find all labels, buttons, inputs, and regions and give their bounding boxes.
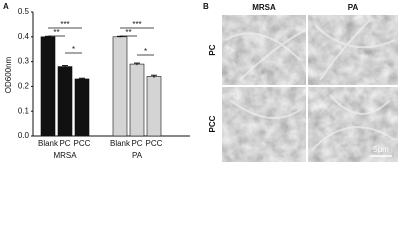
bar bbox=[146, 76, 162, 137]
significance-label: * bbox=[72, 45, 75, 54]
group-label: MRSA bbox=[53, 151, 77, 160]
micrograph bbox=[308, 15, 398, 85]
y-tick-label: 0.3 bbox=[18, 57, 30, 66]
panel-label: A bbox=[3, 2, 9, 11]
bar bbox=[40, 36, 56, 137]
significance-label: * bbox=[144, 47, 147, 56]
y-axis-label: OD600nm bbox=[4, 56, 13, 93]
figure: A B OD600nm 5μm MRSA PA PC PCC 0.0 0.1 0.2… bbox=[3, 2, 398, 162]
y-tick-label: 0.4 bbox=[18, 32, 30, 41]
group-label: PA bbox=[132, 151, 143, 160]
x-tick-label: PCC bbox=[74, 139, 91, 148]
bar bbox=[57, 66, 73, 137]
y-tick-label: 0.5 bbox=[18, 7, 30, 16]
micrograph bbox=[308, 87, 398, 162]
x-tick-label: PC bbox=[131, 139, 142, 148]
y-tick-label: 0.0 bbox=[18, 131, 30, 140]
x-tick-label: Blank bbox=[110, 139, 131, 148]
bar bbox=[129, 63, 145, 137]
column-label: MRSA bbox=[252, 3, 276, 12]
x-tick-label: Blank bbox=[38, 139, 59, 148]
texture bbox=[224, 19, 396, 151]
significance-label: ** bbox=[125, 28, 131, 37]
y-tick-label: 0.1 bbox=[18, 106, 30, 115]
x-tick-label: PCC bbox=[146, 139, 163, 148]
micrographs: 5μm bbox=[222, 15, 398, 162]
bar bbox=[112, 36, 128, 137]
significance-label: *** bbox=[60, 20, 69, 29]
row-label: PC bbox=[208, 44, 217, 55]
significance-label: *** bbox=[132, 20, 141, 29]
column-label: PA bbox=[348, 3, 359, 12]
panel-label: B bbox=[203, 2, 209, 11]
scale-bar-label: 5μm bbox=[373, 145, 389, 154]
micrograph bbox=[222, 87, 306, 162]
micrograph bbox=[222, 15, 306, 85]
significance-label: ** bbox=[53, 28, 59, 37]
bar bbox=[74, 78, 90, 137]
y-tick-label: 0.2 bbox=[18, 82, 30, 91]
row-label: PCC bbox=[208, 115, 217, 132]
x-tick-label: PC bbox=[59, 139, 70, 148]
